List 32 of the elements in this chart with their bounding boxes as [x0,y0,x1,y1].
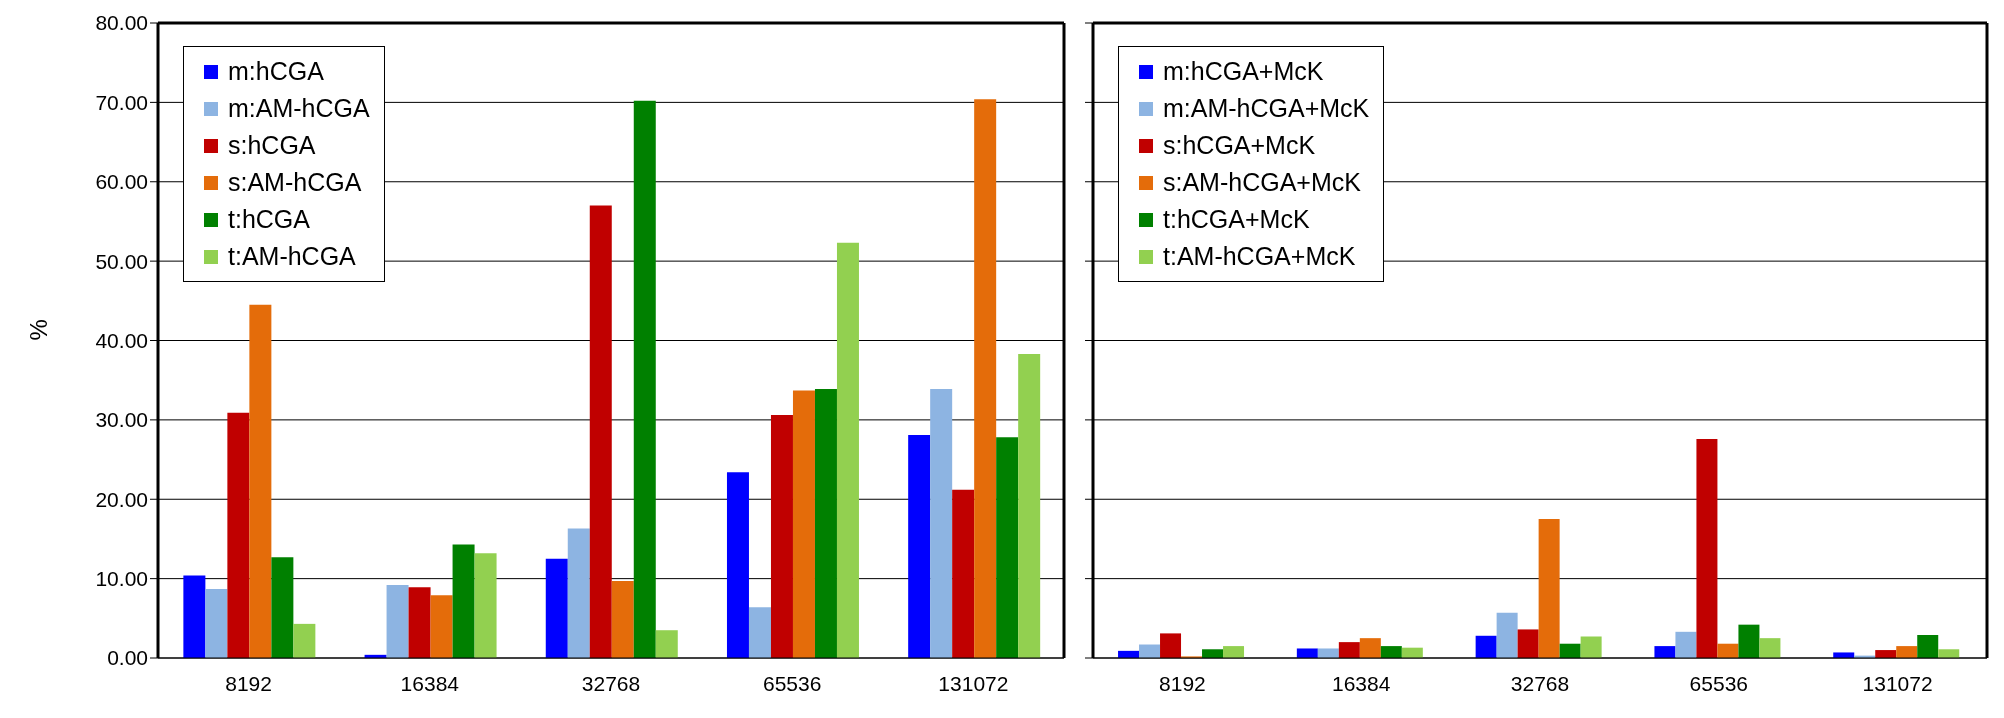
legend-label: s:AM-hCGA+McK [1163,168,1361,197]
legend-label: t:hCGA [228,205,310,234]
x-tick-label: 32768 [581,671,641,695]
y-tick-label: 50.00 [95,249,148,273]
legend-label: t:AM-hCGA+McK [1163,242,1356,271]
y-tick-label: 40.00 [95,328,148,352]
legend-label: m:AM-hCGA [228,94,370,123]
y-tick-label: 0.00 [107,646,148,670]
legend-label: s:hCGA [228,131,316,160]
legend-label: m:hCGA+McK [1163,57,1324,86]
x-tick-label: 8192 [1159,671,1206,695]
x-tick-label: 65536 [1689,671,1748,695]
legend-label: m:hCGA [228,57,324,86]
legend-label: t:AM-hCGA [228,242,356,271]
x-tick-label: 131072 [938,671,1009,695]
x-tick-label: 65536 [763,671,822,695]
y-axis-title: % [24,319,52,341]
legend-label: s:hCGA+McK [1163,131,1316,160]
x-tick-label: 8192 [225,671,272,695]
y-tick-label: 80.00 [95,11,148,35]
x-tick-label: 16384 [400,671,460,695]
legend-label: m:AM-hCGA+McK [1163,94,1370,123]
x-tick-label: 16384 [1332,671,1391,695]
y-tick-label: 10.00 [95,567,148,591]
y-tick-label: 20.00 [95,487,148,511]
y-tick-label: 60.00 [95,170,148,194]
x-tick-label: 131072 [1862,671,1933,695]
y-tick-label: 30.00 [95,408,148,432]
legend-label: t:hCGA+McK [1163,205,1310,234]
x-tick-label: 32768 [1510,671,1570,695]
legend-label: s:AM-hCGA [228,168,362,197]
y-tick-label: 70.00 [95,90,148,114]
